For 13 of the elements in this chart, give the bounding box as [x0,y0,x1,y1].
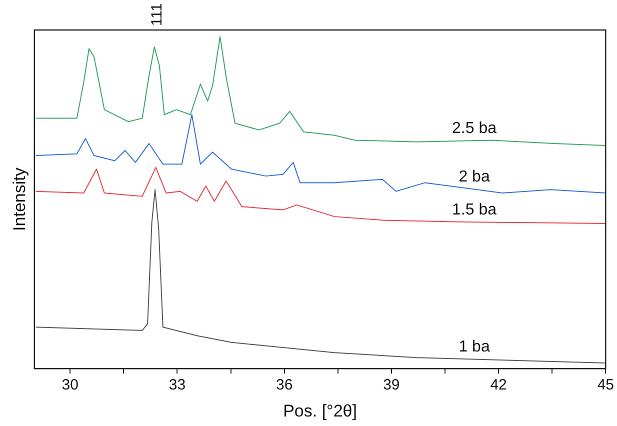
text: 111 [148,3,166,26]
series-label: 1.5 ba [452,201,497,218]
x-axis-title: Pos. [°2θ] [283,401,357,420]
x-tick-label: 30 [62,376,78,394]
series-label: 2 ba [458,168,490,186]
y-axis-title: Intensity [10,167,29,231]
series-label: 2.5 ba [452,120,497,138]
series-label: 1 ba [458,338,490,356]
x-tick-label: 36 [276,376,293,394]
x-tick-label: 33 [168,376,186,394]
x-tick-label: 45 [597,376,614,394]
x-tick-label: 42 [490,376,507,394]
x-tick-label: 39 [383,376,400,394]
